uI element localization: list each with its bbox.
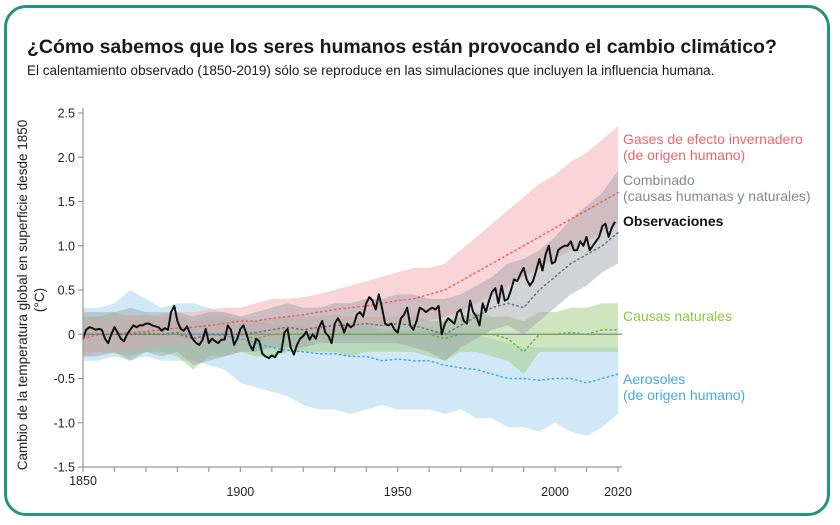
legend-aerosols-label: Aerosoles (623, 371, 686, 387)
y-tick-label: -0.5 (53, 372, 75, 386)
axes: -1.5 -1.0 -0.5 0 0.5 1.0 1.5 2.0 2.5 1850 1900 1950… (53, 107, 631, 500)
y-tick-label: -1.0 (53, 416, 75, 430)
mean-line-ghg (82, 191, 619, 340)
y-tick-label: 1.0 (58, 239, 75, 253)
band-combined (83, 170, 618, 366)
y-tick-label: 0 (68, 328, 75, 342)
legend-aerosols-sublabel: (de origen humano) (623, 387, 746, 403)
y-axis-unit-label: (°C) (32, 288, 47, 312)
legend-observations: Observaciones (623, 213, 723, 229)
legend-combined: Combinado (causas humanas y naturales) (623, 172, 811, 204)
legend-observations-label: Observaciones (623, 213, 724, 229)
legend-aerosols: Aerosoles (de origen humano) (623, 371, 745, 403)
legend-ghg-sublabel: (de origen humano) (623, 147, 746, 163)
card-frame (4, 5, 830, 516)
x-tick-label: 1950 (384, 485, 412, 499)
x-tick-label: 1850 (69, 474, 97, 488)
uncertainty-bands (83, 126, 618, 436)
x-tick-label: 2000 (541, 485, 569, 499)
mean-line-combined (82, 231, 619, 340)
page-subtitle: El calentamiento observado (1850-2019) s… (27, 63, 715, 78)
x-tick-label: 1900 (226, 485, 254, 499)
model-means (82, 191, 619, 384)
y-axis-label: Cambio de la temperatura global en super… (15, 120, 30, 470)
y-tick-label: 2.0 (58, 151, 75, 165)
x-tick-label: 2020 (604, 485, 632, 499)
legend-combined-label: Combinado (623, 172, 695, 188)
legend-natural-label: Causas naturales (623, 308, 732, 324)
y-tick-label: 1.5 (58, 195, 75, 209)
observations-line (82, 221, 616, 360)
mean-line-natural (82, 329, 619, 354)
legend-combined-sublabel: (causas humanas y naturales) (623, 188, 811, 204)
page-title: ¿Cómo sabemos que los seres humanos está… (27, 36, 777, 58)
legend-natural: Causas naturales (623, 308, 732, 324)
y-tick-label: 2.5 (58, 107, 75, 121)
legend-ghg-label: Gases de efecto invernadero (623, 131, 803, 147)
legend-ghg: Gases de efecto invernadero (de origen h… (623, 131, 803, 163)
y-tick-label: -1.5 (53, 461, 75, 475)
y-tick-label: 0.5 (58, 284, 75, 298)
